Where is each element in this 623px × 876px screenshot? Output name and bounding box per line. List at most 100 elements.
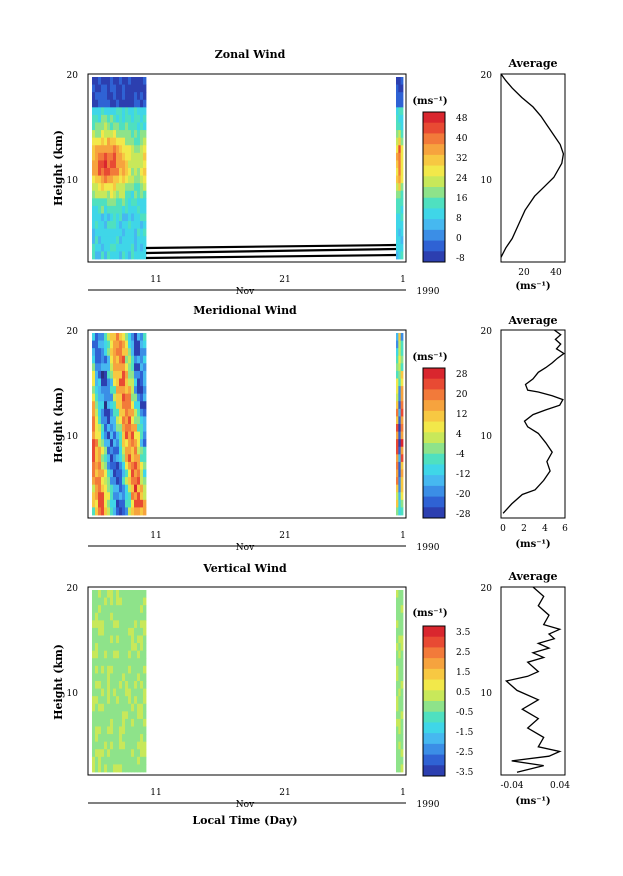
heatmap-cell [125,703,129,712]
heatmap-cell [137,160,141,169]
heatmap-cell [113,703,117,712]
heatmap-cell [400,333,404,341]
heatmap-cell [92,726,96,735]
heatmap-cell [104,477,108,486]
heatmap-cell [119,643,123,652]
heatmap-cell [140,370,144,379]
heatmap-cell [101,393,105,402]
heatmap-cell [400,597,404,606]
heatmap-cell [113,597,117,606]
heatmap-cell [131,507,135,516]
heatmap-cell [119,703,123,712]
heatmap-cell [134,688,138,697]
heatmap-cell [113,416,117,425]
heatmap-cell [104,205,108,214]
heatmap-cell [107,205,111,214]
heatmap-cell [396,340,399,349]
heatmap-cell [101,77,105,85]
heatmap-cell [95,92,99,101]
heatmap-cell [137,130,141,139]
heatmap-cell [92,168,96,176]
heatmap-cell [113,77,117,85]
heatmap-cell [92,251,96,260]
heatmap-cell [119,590,123,598]
heatmap-cell [101,355,105,364]
heatmap-cell [400,236,404,245]
heatmap-cell [400,198,404,207]
heatmap-cell [101,718,105,727]
heatmap-cell [92,764,96,773]
heatmap-cell [398,251,402,260]
heatmap-cell [92,190,96,199]
heatmap-cell [398,650,402,659]
heatmap-cell [110,213,114,222]
heatmap-cell [398,658,402,667]
heatmap-cell [119,439,123,448]
heatmap-cell [104,114,108,123]
heatmap-cell [137,386,141,395]
heatmap-cell [116,122,120,131]
heatmap-cell [104,446,108,455]
colorbar-tick-label: -8 [456,254,465,264]
heatmap-cell [92,627,96,636]
heatmap-cell [137,333,141,341]
heatmap-cell [116,114,120,123]
heatmap-cell [110,507,114,516]
heatmap-cell [140,228,144,237]
heatmap-cell [122,175,126,184]
heatmap-cell [101,734,105,743]
heatmap-cell [95,348,99,357]
heatmap-cell [92,439,96,448]
colorbar-swatch [423,187,445,199]
heatmap-cell [119,635,123,644]
heatmap-cell [92,741,96,750]
heatmap-cell [92,114,96,123]
heatmap-cell [107,213,111,222]
heatmap-cell [98,363,102,372]
heatmap-cell [92,605,96,614]
heatmap-cell [98,439,102,448]
meridional-wind-panel: Meridional Wind 20 10 Height (km) 11 21 … [52,304,568,553]
heatmap-cell [110,492,114,501]
heatmap-cell [107,431,111,440]
heatmap-cell [116,152,120,161]
heatmap-cell [104,734,108,743]
heatmap-cell [137,251,141,260]
colorbar-swatch [423,368,445,380]
heatmap-cell [400,370,404,379]
zonal-ytick-20: 20 [67,71,79,81]
heatmap-cell [95,363,99,372]
heatmap-cell [396,213,399,222]
heatmap-cell [398,168,402,176]
heatmap-cell [98,243,102,252]
heatmap-cell [119,726,123,735]
heatmap-cell [143,175,147,184]
heatmap-cell [128,84,132,93]
heatmap-cell [134,424,138,432]
heatmap-cell [110,401,114,410]
heatmap-cell [137,439,141,448]
heatmap-cell [119,243,123,252]
heatmap-cell [137,84,141,93]
heatmap-cell [113,386,117,395]
heatmap-cell [104,333,108,341]
heatmap-cell [125,665,129,674]
colorbar-swatch [423,475,445,487]
heatmap-cell [113,764,117,773]
heatmap-cell [113,627,117,636]
heatmap-cell [95,749,99,758]
heatmap-cell [95,650,99,659]
heatmap-cell [116,696,120,705]
heatmap-cell [396,492,399,501]
heatmap-cell [398,84,402,93]
heatmap-cell [128,160,132,169]
colorbar-tick-label: 16 [456,194,468,204]
heatmap-cell [137,99,141,108]
heatmap-cell [98,665,102,674]
heatmap-cell [101,756,105,765]
heatmap-cell [122,424,126,432]
heatmap-cell [116,424,120,432]
heatmap-cell [119,718,123,727]
heatmap-cell [131,499,135,508]
heatmap-cell [137,469,141,478]
